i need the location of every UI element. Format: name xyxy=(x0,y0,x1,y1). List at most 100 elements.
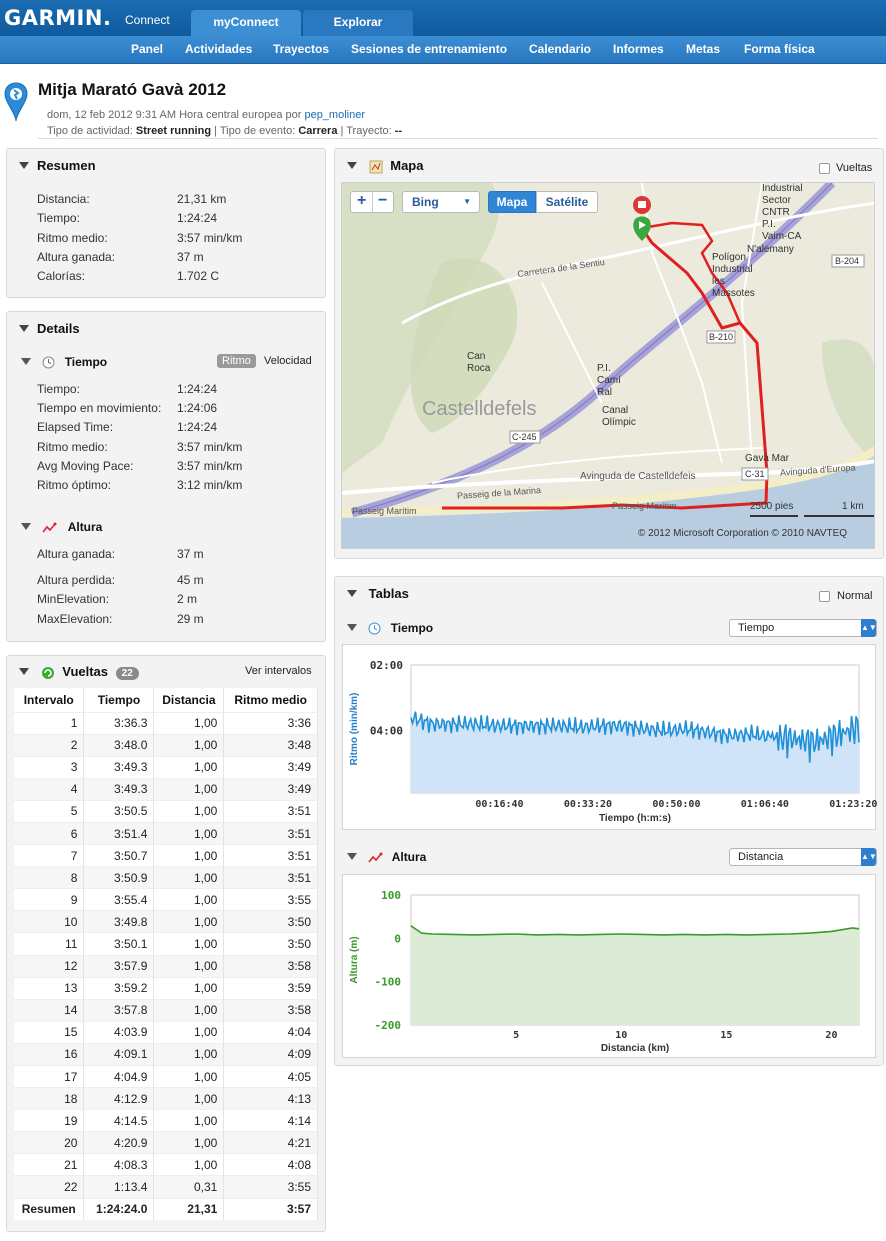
table-row[interactable]: 8 3:50.9 1,00 3:51 xyxy=(14,866,318,889)
map-view-button[interactable]: Mapa xyxy=(488,191,536,213)
pace-chart-svg: 02:00 04:00 00:16:40 00:33:20 00:50:00 01:06:… xyxy=(349,659,877,824)
ver-intervalos-link[interactable]: Ver intervalos xyxy=(245,665,312,677)
col-ritmo-medio[interactable]: Ritmo medio xyxy=(223,688,318,712)
table-row[interactable]: 2 3:48.0 1,00 3:48 xyxy=(14,733,318,757)
altura-chart-select[interactable]: Distancia ▲▼ xyxy=(729,848,877,866)
table-row[interactable]: 6 3:51.4 1,00 3:51 xyxy=(14,821,318,845)
vueltas-header[interactable]: Vueltas 22 xyxy=(19,664,139,680)
lap-number-cell: 5 xyxy=(14,799,85,823)
collapse-triangle-icon[interactable] xyxy=(347,624,357,631)
vueltas-checkbox[interactable] xyxy=(819,163,830,174)
map-label: Olímpic xyxy=(602,417,636,428)
nav-sesiones[interactable]: Sesiones de entrenamiento xyxy=(351,42,508,56)
lap-number-cell: 19 xyxy=(14,1109,85,1132)
meta-divider: | xyxy=(340,125,344,137)
event-type-label: Tipo de evento: xyxy=(219,125,296,137)
velocidad-toggle[interactable]: Velocidad xyxy=(264,355,312,367)
table-row[interactable]: 16 4:09.1 1,00 4:09 xyxy=(14,1042,318,1066)
zoom-out-button[interactable]: − xyxy=(378,192,388,209)
collapse-triangle-icon[interactable] xyxy=(347,590,357,597)
map-label: Canal xyxy=(602,405,629,416)
tiempo-chart-header[interactable]: Tiempo xyxy=(347,621,433,635)
lap-time-cell: 4:08.3 xyxy=(83,1153,155,1176)
col-intervalo[interactable]: Intervalo xyxy=(14,688,85,712)
tab-explorar[interactable]: Explorar xyxy=(303,10,413,36)
table-row[interactable]: 3 3:49.3 1,00 3:49 xyxy=(14,755,318,779)
table-row[interactable]: 9 3:55.4 1,00 3:55 xyxy=(14,888,318,911)
nav-informes[interactable]: Informes xyxy=(613,42,664,56)
table-row[interactable]: 1 3:36.3 1,00 3:36 xyxy=(14,711,318,735)
garmin-logo[interactable]: GARMIN. xyxy=(4,6,112,30)
collapse-triangle-icon[interactable] xyxy=(19,162,29,169)
resumen-header[interactable]: Resumen xyxy=(19,158,96,173)
table-row[interactable]: 21 4:08.3 1,00 4:08 xyxy=(14,1153,318,1176)
table-row[interactable]: 14 3:57.8 1,00 3:58 xyxy=(14,998,318,1022)
altura-select-value: Distancia xyxy=(738,851,784,863)
tiempo-value: 1:24:24 xyxy=(177,420,218,434)
lap-pace-cell: 3:50 xyxy=(223,910,318,933)
collapse-triangle-icon[interactable] xyxy=(21,358,31,365)
satellite-view-button[interactable]: Satélite xyxy=(536,191,598,213)
route-map[interactable]: Industrial Sector CNTR P.I. Vaim-CA N'al… xyxy=(341,182,875,549)
table-row[interactable]: 15 4:03.9 1,00 4:04 xyxy=(14,1020,318,1044)
table-row[interactable]: 11 3:50.1 1,00 3:50 xyxy=(14,932,318,956)
table-row[interactable]: 22 1:13.4 0,31 3:55 xyxy=(14,1175,318,1199)
activity-title[interactable]: Mitja Marató Gavà 2012 xyxy=(38,80,227,99)
table-row[interactable]: 4 3:49.3 1,00 3:49 xyxy=(14,777,318,801)
lap-number-cell: 9 xyxy=(14,888,85,911)
activity-user-link[interactable]: pep_moliner xyxy=(304,109,365,121)
col-tiempo[interactable]: Tiempo xyxy=(83,688,155,712)
map-label: Avinguda de Castelldefeis xyxy=(580,471,696,482)
map-provider-select[interactable]: Bing ▼ xyxy=(402,191,480,213)
resumen-value: 37 m xyxy=(177,250,204,264)
tablas-header[interactable]: Tablas xyxy=(347,586,409,601)
event-type-value[interactable]: Carrera xyxy=(298,125,338,137)
lap-number-cell: 7 xyxy=(14,844,85,867)
table-row[interactable]: 10 3:49.8 1,00 3:50 xyxy=(14,910,318,933)
map-label: Passeig Marítim xyxy=(352,506,417,516)
normal-checkbox[interactable] xyxy=(819,591,830,602)
col-distancia[interactable]: Distancia xyxy=(153,688,225,712)
table-row[interactable]: 5 3:50.5 1,00 3:51 xyxy=(14,799,318,823)
table-row[interactable]: 12 3:57.9 1,00 3:58 xyxy=(14,954,318,978)
table-row[interactable]: 7 3:50.7 1,00 3:51 xyxy=(14,844,318,867)
collapse-triangle-icon[interactable] xyxy=(347,853,357,860)
table-row[interactable]: 13 3:59.2 1,00 3:59 xyxy=(14,976,318,1000)
collapse-triangle-icon[interactable] xyxy=(347,162,357,169)
collapse-triangle-icon[interactable] xyxy=(19,668,29,675)
tiempo-subheader[interactable]: Tiempo xyxy=(21,355,107,369)
tiempo-chart-select[interactable]: Tiempo ▲▼ xyxy=(729,619,877,637)
collapse-triangle-icon[interactable] xyxy=(21,523,31,530)
nav-actividades[interactable]: Actividades xyxy=(185,42,253,56)
table-row[interactable]: 20 4:20.9 1,00 4:21 xyxy=(14,1131,318,1154)
zoom-in-button[interactable]: + xyxy=(357,192,367,209)
resumen-value: 3:57 min/km xyxy=(177,231,243,245)
table-row[interactable]: 17 4:04.9 1,00 4:05 xyxy=(14,1064,318,1088)
nav-metas[interactable]: Metas xyxy=(686,42,721,56)
collapse-triangle-icon[interactable] xyxy=(19,325,29,332)
elevation-chart[interactable]: 100 0 -100 -200 5 10 15 20 Distancia (km) Altura … xyxy=(342,874,876,1058)
activity-type-value[interactable]: Street running xyxy=(135,125,212,137)
pace-chart[interactable]: 02:00 04:00 00:16:40 00:33:20 00:50:00 01:06:… xyxy=(342,644,877,830)
nav-panel[interactable]: Panel xyxy=(131,42,164,56)
nav-trayectos[interactable]: Trayectos xyxy=(273,42,330,56)
lap-distance-cell: 1,00 xyxy=(153,799,225,823)
lap-time-cell: 3:57.9 xyxy=(83,954,155,978)
nav-forma-fisica[interactable]: Forma física xyxy=(744,42,815,56)
map-label: Vaim-CA xyxy=(762,231,802,242)
laps-table: Intervalo Tiempo Distancia Ritmo medio 1… xyxy=(14,688,318,1221)
tab-myconnect[interactable]: myConnect xyxy=(191,10,301,36)
lap-number-cell: 8 xyxy=(14,866,85,889)
laps-count-badge: 22 xyxy=(115,667,139,680)
altura-subheader[interactable]: Altura xyxy=(21,520,102,534)
map-label-cluster: Can Roca xyxy=(467,351,490,375)
lap-pace-cell: 4:14 xyxy=(223,1109,318,1132)
mapa-header[interactable]: Mapa xyxy=(347,158,423,174)
table-row[interactable]: 19 4:14.5 1,00 4:14 xyxy=(14,1109,318,1132)
lap-time-cell: 3:50.5 xyxy=(83,799,155,823)
nav-calendario[interactable]: Calendario xyxy=(529,42,592,56)
details-header[interactable]: Details xyxy=(19,321,80,336)
altura-chart-header[interactable]: Altura xyxy=(347,850,426,864)
table-row[interactable]: 18 4:12.9 1,00 4:13 xyxy=(14,1087,318,1110)
ritmo-toggle[interactable]: Ritmo xyxy=(217,354,256,368)
